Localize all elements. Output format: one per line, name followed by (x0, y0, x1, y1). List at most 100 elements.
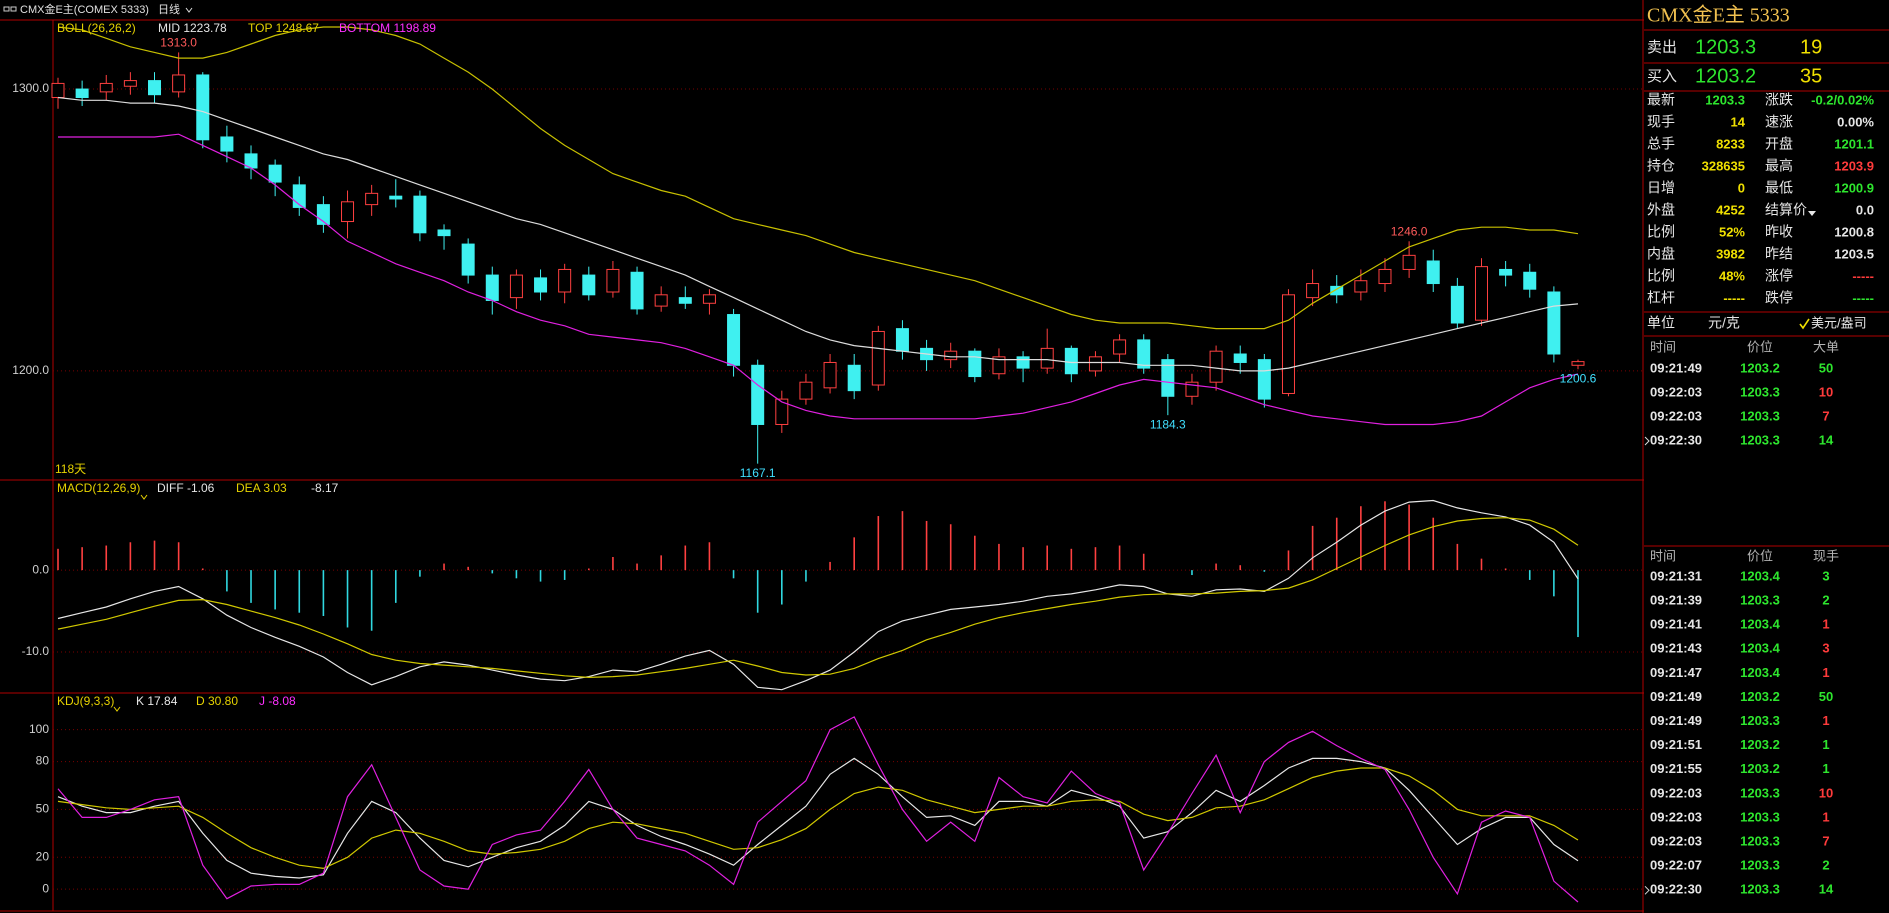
candle-body (123, 80, 137, 87)
trade-time: 09:21:31 (1650, 568, 1702, 583)
legend-entry: J -8.08 (259, 694, 296, 708)
candle-body (847, 364, 861, 392)
candle-body (654, 294, 668, 307)
unit-check[interactable] (1799, 318, 1810, 330)
candle-body (196, 74, 210, 141)
trade-price: 1203.3 (1740, 408, 1780, 423)
candle-body (606, 268, 620, 293)
trade-volume: 1 (1822, 665, 1829, 680)
candle-body (558, 268, 572, 293)
candle-body (534, 277, 548, 293)
trade-price: 1203.2 (1740, 689, 1780, 704)
trade-volume: 1 (1822, 809, 1829, 824)
trade-volume: 50 (1819, 360, 1833, 375)
trade-volume: 10 (1819, 384, 1833, 399)
legend-entry: -8.17 (311, 481, 339, 495)
trade-volume: 2 (1822, 858, 1829, 873)
field-label: 外盘 (1647, 202, 1675, 218)
trade-time: 09:21:51 (1650, 737, 1702, 752)
candle-body (220, 136, 234, 152)
candle-body (799, 381, 813, 400)
field-value: 1201.1 (1834, 136, 1874, 151)
field-value: 14 (1731, 114, 1746, 129)
y-tick-label: 1300.0 (12, 81, 49, 95)
field-label: 最高 (1765, 158, 1793, 174)
trade-time: 09:22:03 (1650, 785, 1702, 800)
indicator-line (58, 133, 1579, 426)
extreme-label: 1200.6 (1560, 371, 1597, 385)
field-label: 总手 (1647, 136, 1675, 152)
legend-entry: D 30.80 (196, 694, 238, 708)
candle-body (1378, 268, 1392, 285)
y-tick-label: 80 (36, 754, 50, 768)
dropdown-chevron[interactable] (113, 706, 121, 712)
candle-body (1040, 347, 1054, 369)
window-icon[interactable] (3, 6, 17, 12)
candle-body (75, 88, 89, 99)
trade-price: 1203.3 (1740, 432, 1780, 447)
trade-price: 1203.3 (1740, 713, 1780, 728)
extreme-label: 1313.0 (160, 36, 197, 50)
candle-body (1113, 339, 1127, 355)
legend-entry: BOLL(26,26,2) (57, 21, 136, 35)
field-value: 328635 (1702, 158, 1745, 173)
candle-body (1306, 283, 1320, 299)
indicator-line (57, 716, 1579, 903)
field-value: ----- (1723, 290, 1745, 305)
candle-body (1571, 361, 1585, 366)
candle-body (413, 195, 427, 234)
field-value: 4252 (1716, 202, 1745, 217)
extreme-label: 1167.1 (740, 466, 776, 480)
field-label: 比例 (1647, 268, 1675, 284)
trade-price: 1203.4 (1740, 641, 1781, 656)
candle-body (1450, 285, 1464, 324)
field-label: 现手 (1647, 114, 1675, 130)
trade-price: 1203.2 (1740, 737, 1780, 752)
trade-time: 09:21:41 (1650, 617, 1702, 632)
current-marker (1644, 885, 1650, 895)
candle-body (1426, 260, 1440, 285)
indicator-line (57, 26, 1579, 330)
settle-dropdown[interactable] (1808, 211, 1816, 216)
trade-price: 1203.2 (1740, 360, 1780, 375)
candle-body (1281, 294, 1295, 394)
candle-body (1547, 291, 1561, 355)
book-label: 卖出 (1647, 39, 1677, 56)
field-value: -0.2/0.02% (1811, 92, 1874, 107)
trade-price: 1203.2 (1740, 761, 1780, 776)
table-header: 时间 (1650, 548, 1676, 563)
symbol-name: CMX金E主(COMEX 5333) (20, 2, 149, 16)
candle-body (509, 274, 523, 299)
trade-price: 1203.4 (1740, 665, 1781, 680)
candle-body (727, 314, 741, 366)
book-label: 买入 (1647, 68, 1677, 85)
candle-body (1137, 339, 1151, 369)
field-label: 昨收 (1765, 224, 1793, 240)
trade-volume: 1 (1822, 761, 1829, 776)
trade-time: 09:21:49 (1650, 713, 1702, 728)
period-select[interactable]: 日线 (158, 2, 180, 16)
field-label: 速涨 (1765, 114, 1793, 130)
field-value: 52% (1719, 224, 1745, 239)
extreme-label: 1246.0 (1391, 224, 1428, 238)
extreme-label: 1184.3 (1150, 417, 1186, 431)
dropdown-chevron[interactable] (185, 7, 193, 13)
candle-body (944, 350, 958, 361)
candle-body (1330, 285, 1344, 296)
indicator-line (57, 767, 1579, 870)
candle-body (751, 364, 765, 425)
trade-price: 1203.4 (1740, 568, 1781, 583)
trade-time: 09:22:03 (1650, 809, 1702, 824)
candle-body (1209, 350, 1223, 383)
trade-price: 1203.4 (1740, 617, 1781, 632)
dropdown-chevron[interactable] (140, 494, 148, 500)
table-header: 大单 (1813, 339, 1839, 354)
trade-time: 09:21:49 (1650, 689, 1702, 704)
legend-entry: BOTTOM 1198.89 (339, 21, 436, 35)
trade-volume: 3 (1822, 641, 1829, 656)
trade-time: 09:22:30 (1650, 432, 1702, 447)
legend-entry: MACD(12,26,9) (57, 481, 140, 495)
trade-time: 09:21:49 (1650, 360, 1702, 375)
candle-body (1088, 356, 1102, 372)
